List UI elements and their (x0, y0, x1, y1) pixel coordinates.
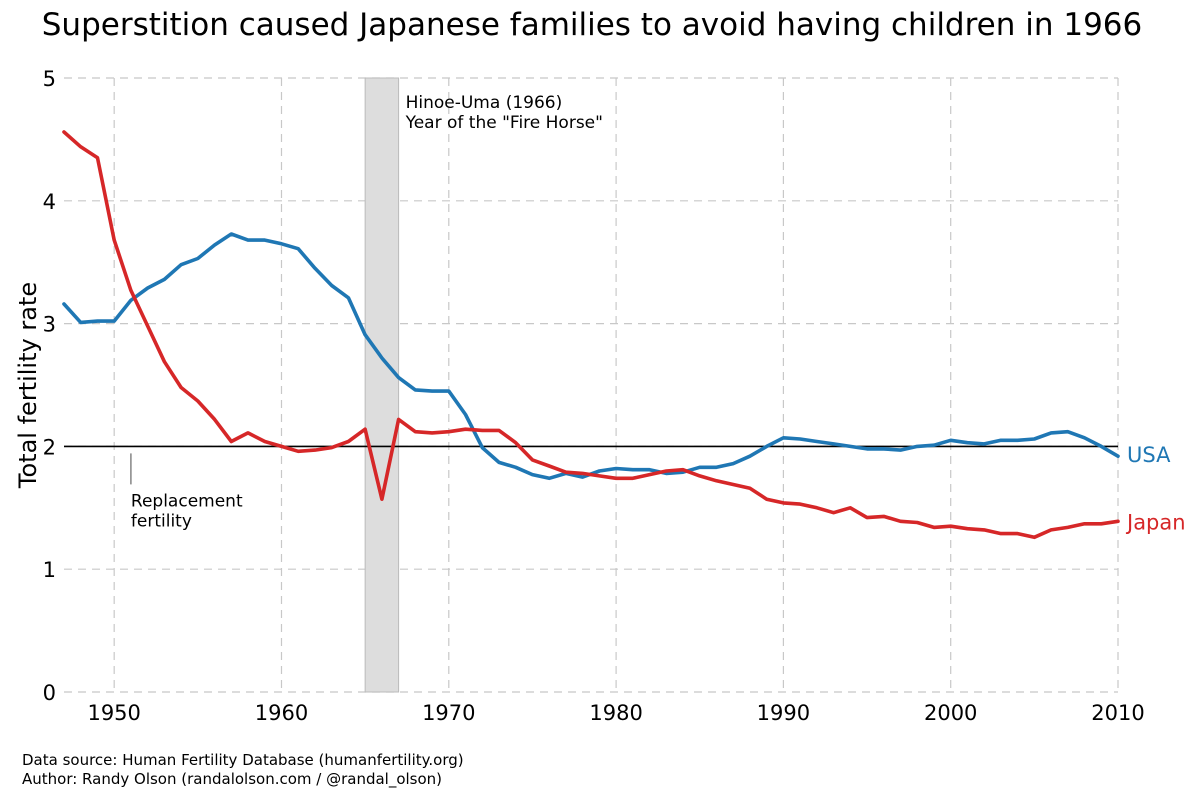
fire-horse-label-line1: Hinoe-Uma (1966) (406, 93, 563, 113)
y-tick-label-3: 3 (43, 313, 56, 337)
y-tick-label-5: 5 (43, 67, 56, 91)
usa-series-label: USA (1127, 443, 1171, 467)
y-tick-label-1: 1 (43, 558, 56, 582)
y-tick-label-4: 4 (43, 190, 56, 214)
japan-series-line (62, 130, 1120, 540)
fire-horse-label-line2: Year of the "Fire Horse" (405, 113, 603, 133)
x-tick-label-1950: 1950 (87, 701, 140, 725)
replacement-label-line2: fertility (131, 511, 192, 531)
replacement-line-group (64, 445, 1118, 485)
x-tick-label-2000: 2000 (924, 701, 977, 725)
annotations: Hinoe-Uma (1966) Year of the "Fire Horse… (131, 93, 1186, 534)
x-tick-label-2010: 2010 (1091, 701, 1144, 725)
chart-title: Superstition caused Japanese families to… (42, 7, 1143, 43)
data-source-note: Data source: Human Fertility Database (h… (22, 751, 464, 769)
x-tick-label-1970: 1970 (422, 701, 475, 725)
fire-horse-band (364, 77, 400, 693)
x-tick-label-1980: 1980 (589, 701, 642, 725)
author-note: Author: Randy Olson (randalolson.com / @… (22, 770, 443, 788)
grid (64, 77, 1119, 693)
series-group (62, 130, 1120, 540)
x-tick-label-1990: 1990 (757, 701, 810, 725)
usa-series-line (62, 232, 1120, 481)
x-tick-label-1960: 1960 (255, 701, 308, 725)
tick-labels: 1950 1960 1970 1980 1990 2000 2010 0 1 2 3 4 5 (43, 67, 1145, 725)
japan-series-label: Japan (1125, 510, 1186, 534)
y-tick-label-2: 2 (43, 435, 56, 459)
y-axis-label: Total fertility rate (14, 282, 42, 489)
y-tick-label-0: 0 (43, 681, 56, 705)
fire-horse-band-group (364, 77, 400, 693)
replacement-label-line1: Replacement (131, 491, 243, 511)
